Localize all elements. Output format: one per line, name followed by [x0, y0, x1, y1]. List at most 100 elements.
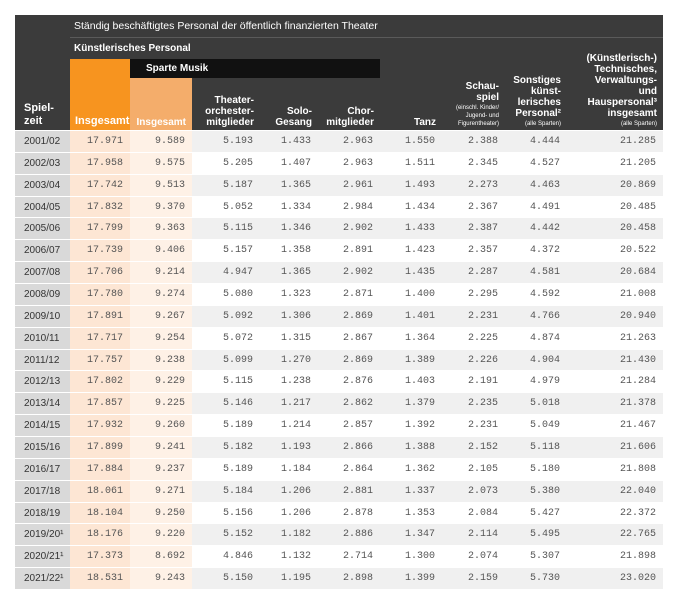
table-cell: 17.757 — [86, 354, 123, 366]
column-header: Spiel- zeit — [15, 102, 70, 128]
row-rule — [15, 545, 663, 547]
table-cell: 1.399 — [404, 573, 435, 585]
table-cell: 2.984 — [342, 201, 373, 213]
table-cell: 1.337 — [404, 485, 435, 497]
table-cell: 4.846 — [222, 551, 253, 563]
table-cell: 21.898 — [619, 551, 656, 563]
column-note: (alle Sparten) — [620, 121, 657, 127]
table-cell: 5.730 — [529, 573, 560, 585]
table-cell: 1.270 — [280, 354, 311, 366]
row-rule — [15, 567, 663, 569]
row-label: 2018/19 — [24, 507, 61, 519]
table-cell: 1.364 — [404, 332, 435, 344]
table-cell: 9.241 — [154, 442, 185, 453]
table-cell: 4.592 — [529, 289, 560, 300]
table-cell: 18.531 — [86, 573, 123, 585]
table-cell: 4.463 — [529, 179, 560, 191]
table-cell: 9.225 — [154, 398, 185, 410]
row-rule — [15, 261, 663, 263]
table-cell: 2.159 — [467, 573, 498, 585]
table-cell: 22.372 — [619, 507, 656, 519]
table-cell: 2.881 — [342, 485, 373, 497]
table-cell: 18.061 — [86, 485, 123, 497]
table-cell: 8.692 — [154, 551, 185, 563]
row-label: 2001/02 — [24, 136, 61, 147]
table-cell: 2.357 — [467, 245, 498, 257]
table-cell: 1.400 — [404, 289, 435, 300]
table-cell: 1.407 — [280, 157, 311, 169]
table-cell: 5.182 — [222, 442, 253, 453]
table-cell: 2.869 — [342, 310, 373, 322]
table-cell: 5.018 — [529, 398, 560, 410]
row-rule — [15, 195, 663, 197]
table-cell: 5.146 — [222, 398, 253, 410]
table-cell: 1.195 — [280, 573, 311, 585]
row-stripe — [192, 524, 663, 547]
table-cell: 1.435 — [404, 267, 435, 279]
table-cell: 20.522 — [619, 245, 656, 257]
table-cell: 2.105 — [467, 463, 498, 475]
table-cell: 18.104 — [86, 507, 123, 519]
music-total-column-bg — [130, 131, 192, 590]
table-cell: 1.379 — [404, 398, 435, 410]
row-label: 2016/17 — [24, 463, 61, 475]
table-cell: 2.869 — [342, 354, 373, 366]
table-cell: 21.205 — [619, 157, 656, 169]
table-cell: 17.932 — [86, 420, 123, 432]
table-cell: 5.049 — [529, 420, 560, 432]
row-stripe — [192, 437, 663, 459]
table-cell: 2.714 — [342, 551, 373, 563]
row-label: 2011/12 — [24, 354, 60, 366]
column-label: Schau- spiel — [465, 81, 499, 103]
table-cell: 4.979 — [529, 376, 560, 388]
column-label: Chor- mitglieder — [326, 106, 374, 128]
table-cell: 1.334 — [280, 201, 311, 213]
row-rule — [15, 173, 663, 175]
table-cell: 4.904 — [529, 354, 560, 366]
table-cell: 2.876 — [342, 376, 373, 388]
row-rule — [15, 348, 663, 350]
table-cell: 2.235 — [467, 398, 498, 410]
table-cell: 5.157 — [222, 245, 253, 257]
table-cell: 1.214 — [280, 420, 311, 432]
row-rule — [15, 304, 663, 306]
year-column-bg — [15, 131, 70, 590]
table-cell: 20.940 — [619, 310, 656, 322]
table-cell: 2.152 — [467, 442, 498, 453]
table-cell: 2.862 — [342, 398, 373, 410]
table-cell: 5.307 — [529, 551, 560, 563]
row-stripe — [192, 218, 663, 241]
table-cell: 5.156 — [222, 507, 253, 519]
row-stripe — [192, 131, 663, 153]
table-cell: 2.073 — [467, 485, 498, 497]
table-cell: 2.866 — [342, 442, 373, 453]
table-cell: 5.115 — [222, 376, 253, 388]
table-cell: 5.180 — [529, 463, 560, 475]
table-cell: 5.187 — [222, 179, 253, 191]
row-rule — [15, 370, 663, 372]
column-header: Schau- spiel (einschl. Kinder/ Jugend- un… — [442, 81, 505, 128]
row-rule — [15, 479, 663, 481]
table-cell: 2.963 — [342, 136, 373, 147]
table-cell: 18.176 — [86, 529, 123, 541]
table-cell: 4.581 — [529, 267, 560, 279]
row-rule — [15, 392, 663, 394]
column-header: Insgesamt — [70, 115, 130, 128]
table-cell: 2.871 — [342, 289, 373, 300]
row-label: 2008/09 — [24, 289, 61, 300]
table-cell: 9.254 — [154, 332, 185, 344]
table-cell: 9.575 — [154, 157, 185, 169]
column-note: (alle Sparten) — [524, 121, 561, 127]
table-cell: 9.363 — [154, 223, 185, 235]
table-cell: 1.206 — [280, 485, 311, 497]
table-cell: 9.370 — [154, 201, 185, 213]
table-cell: 9.229 — [154, 376, 185, 388]
table-cell: 17.706 — [86, 267, 123, 279]
table-cell: 2.231 — [467, 420, 498, 432]
table-cell: 5.072 — [222, 332, 253, 344]
table-cell: 17.958 — [86, 157, 123, 169]
table-cell: 5.092 — [222, 310, 253, 322]
row-label: 2009/10 — [24, 310, 61, 322]
table-cell: 5.115 — [222, 223, 253, 235]
row-rule — [15, 501, 663, 503]
